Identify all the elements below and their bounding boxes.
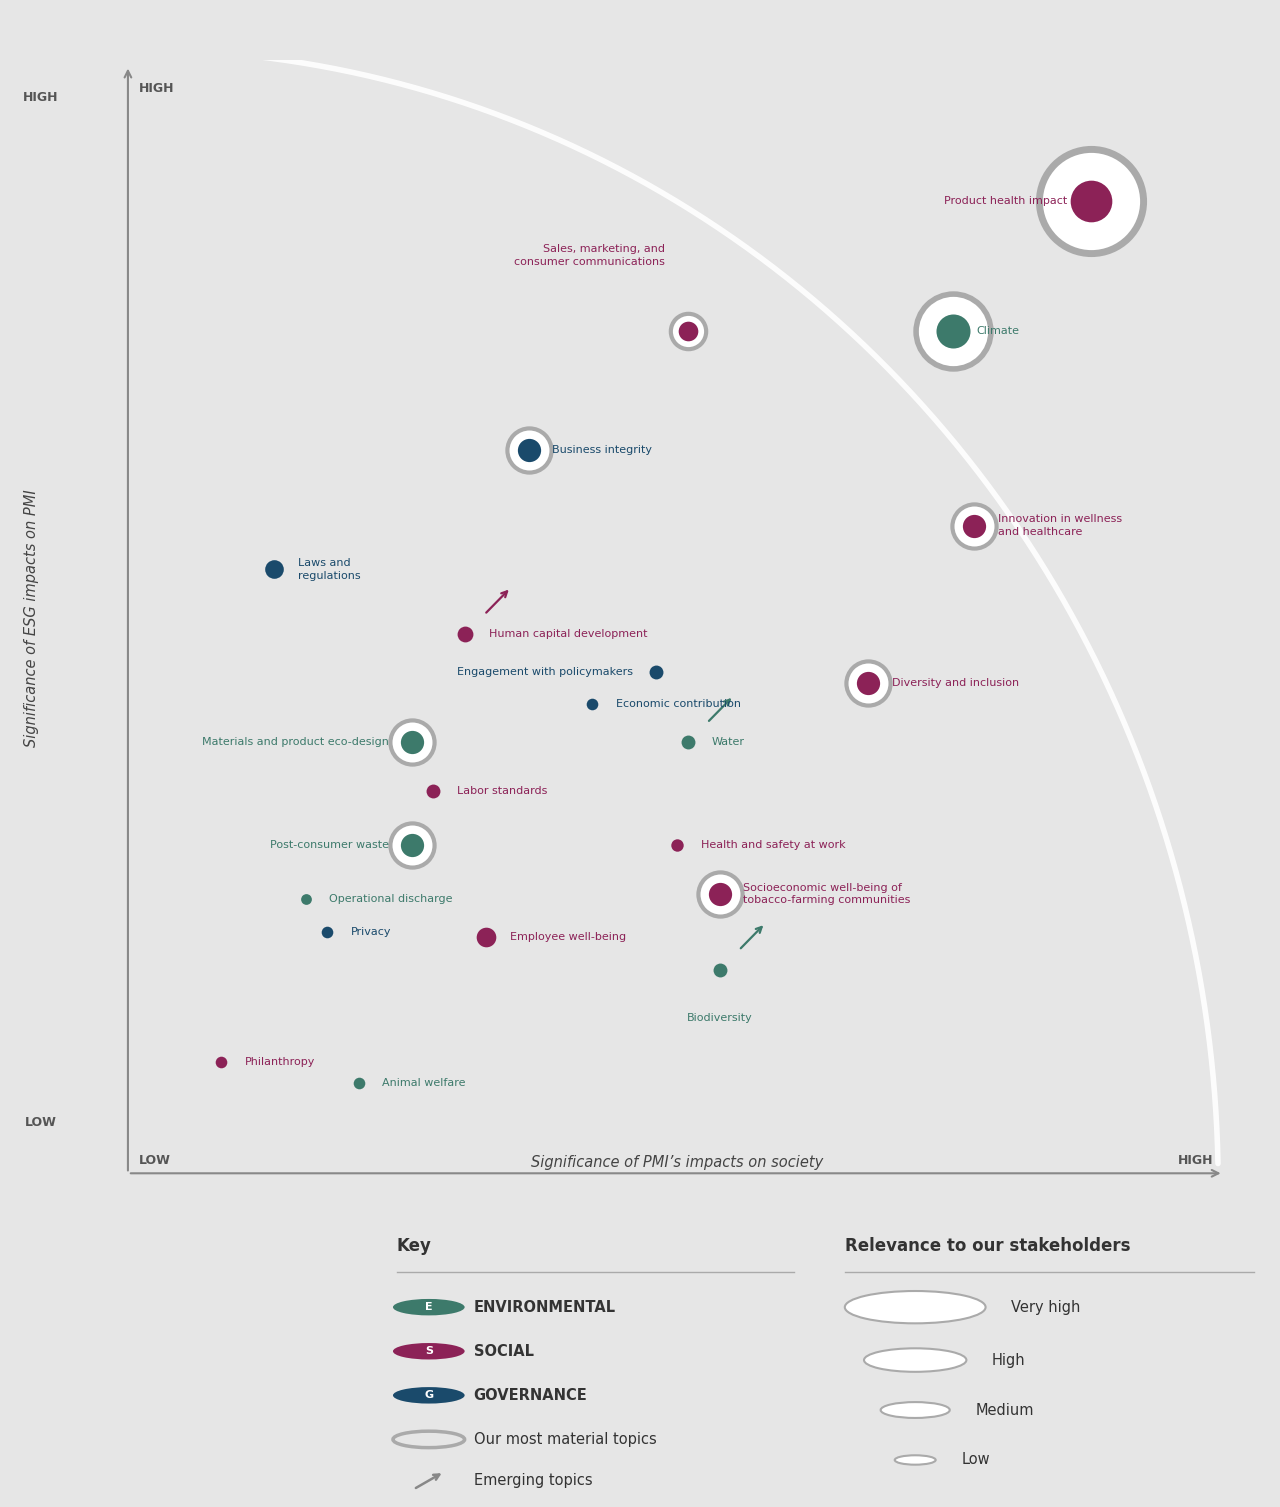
Circle shape	[393, 1432, 465, 1448]
Circle shape	[393, 1343, 465, 1359]
Point	[943, 319, 964, 344]
Circle shape	[845, 1291, 986, 1323]
Text: HIGH: HIGH	[138, 81, 174, 95]
Circle shape	[864, 1349, 966, 1371]
Point	[709, 957, 730, 981]
Point	[646, 660, 667, 684]
Text: ENVIRONMENTAL: ENVIRONMENTAL	[474, 1299, 616, 1314]
Text: Materials and product eco-design: Materials and product eco-design	[202, 737, 389, 747]
Text: G: G	[424, 1391, 434, 1400]
Text: LOW: LOW	[138, 1154, 170, 1166]
Point	[709, 882, 730, 906]
Point	[424, 779, 444, 803]
Text: Post-consumer waste: Post-consumer waste	[270, 841, 389, 850]
Text: Health and safety at work: Health and safety at work	[700, 841, 845, 850]
Point	[858, 671, 878, 695]
Text: Sales, marketing, and
consumer communications: Sales, marketing, and consumer communica…	[513, 244, 664, 267]
Point	[454, 622, 475, 647]
Text: GOVERNANCE: GOVERNANCE	[474, 1388, 588, 1403]
Point	[211, 1050, 232, 1074]
Text: Privacy: Privacy	[351, 927, 392, 937]
Circle shape	[895, 1456, 936, 1465]
Text: Relevance to our stakeholders: Relevance to our stakeholders	[845, 1237, 1130, 1255]
Text: Very high: Very high	[1011, 1299, 1080, 1314]
Text: Significance of PMI’s impacts on society: Significance of PMI’s impacts on society	[531, 1154, 823, 1169]
Point	[349, 1071, 370, 1096]
Text: LOW: LOW	[26, 1117, 56, 1129]
Point	[296, 888, 316, 912]
Text: Operational discharge: Operational discharge	[329, 894, 453, 904]
Text: E: E	[425, 1302, 433, 1313]
Point	[943, 319, 964, 344]
Circle shape	[881, 1402, 950, 1418]
Text: Labor standards: Labor standards	[457, 787, 547, 796]
Point	[964, 514, 984, 538]
Point	[709, 882, 730, 906]
Point	[518, 439, 539, 463]
Text: Animal welfare: Animal welfare	[383, 1079, 466, 1088]
Point	[582, 692, 603, 716]
Text: Climate: Climate	[977, 326, 1019, 336]
Text: SOCIAL: SOCIAL	[474, 1344, 534, 1359]
Text: Biodiversity: Biodiversity	[687, 1013, 753, 1023]
Point	[964, 514, 984, 538]
Point	[677, 319, 698, 344]
Text: Emerging topics: Emerging topics	[474, 1472, 593, 1487]
Text: Product health impact: Product health impact	[945, 196, 1068, 206]
Text: S: S	[425, 1346, 433, 1356]
Point	[677, 319, 698, 344]
Point	[402, 731, 422, 755]
Point	[402, 833, 422, 857]
Point	[667, 833, 687, 857]
Text: Our most material topics: Our most material topics	[474, 1432, 657, 1447]
Text: Laws and
regulations: Laws and regulations	[298, 558, 360, 580]
Point	[1080, 188, 1101, 212]
Point	[518, 439, 539, 463]
Point	[264, 558, 284, 582]
Circle shape	[393, 1299, 465, 1316]
Text: Engagement with policymakers: Engagement with policymakers	[457, 668, 632, 677]
Point	[402, 731, 422, 755]
Text: Employee well-being: Employee well-being	[509, 933, 626, 942]
Point	[677, 731, 698, 755]
Point	[476, 925, 497, 949]
Point	[858, 671, 878, 695]
Text: Economic contribution: Economic contribution	[616, 699, 741, 710]
Text: HIGH: HIGH	[23, 92, 59, 104]
Text: Medium: Medium	[975, 1403, 1034, 1418]
Text: High: High	[992, 1353, 1025, 1367]
Text: Socioeconomic well-being of
tobacco-farming communities: Socioeconomic well-being of tobacco-farm…	[744, 883, 910, 906]
Point	[1080, 188, 1101, 212]
Circle shape	[393, 1386, 465, 1403]
Text: Water: Water	[712, 737, 744, 747]
Text: Key: Key	[397, 1237, 431, 1255]
Text: Philanthropy: Philanthropy	[244, 1056, 315, 1067]
Text: Low: Low	[961, 1453, 989, 1468]
Text: Diversity and inclusion: Diversity and inclusion	[892, 678, 1019, 687]
Point	[402, 833, 422, 857]
Text: Innovation in wellness
and healthcare: Innovation in wellness and healthcare	[997, 514, 1121, 536]
Text: Significance of ESG impacts on PMI: Significance of ESG impacts on PMI	[24, 488, 40, 747]
Text: Human capital development: Human capital development	[489, 628, 646, 639]
Point	[317, 919, 338, 943]
Text: HIGH: HIGH	[1178, 1154, 1213, 1166]
Text: Business integrity: Business integrity	[552, 445, 652, 455]
